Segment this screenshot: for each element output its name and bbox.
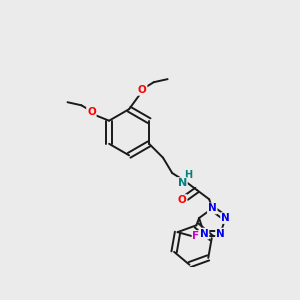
Text: O: O [178, 195, 187, 205]
Text: N: N [200, 229, 208, 238]
Text: H: H [184, 170, 192, 180]
Text: O: O [138, 85, 147, 95]
Text: N: N [208, 203, 217, 214]
Text: N: N [216, 229, 225, 238]
Text: F: F [193, 231, 200, 241]
Text: N: N [221, 213, 230, 223]
Text: N: N [178, 178, 187, 188]
Text: O: O [87, 107, 96, 117]
